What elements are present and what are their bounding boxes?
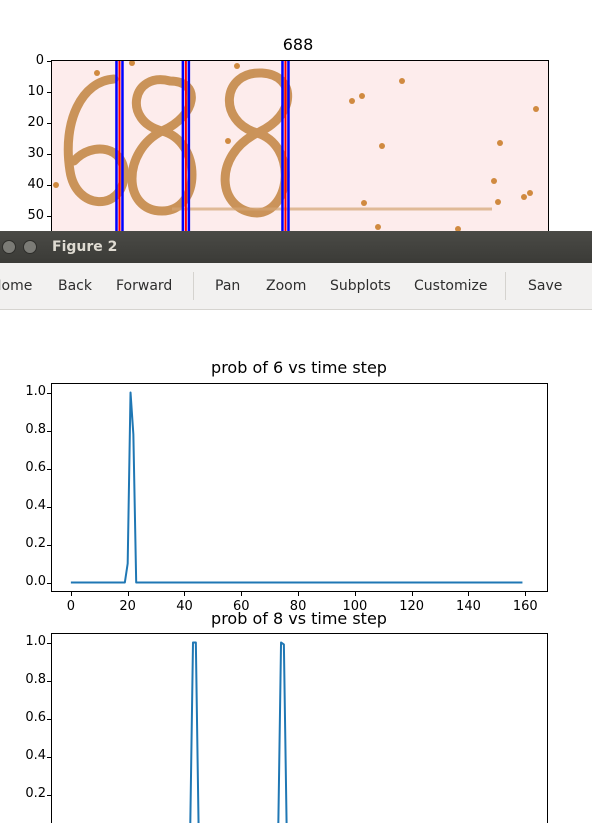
y-tick-label: 0.6 [6, 460, 46, 475]
x-tick-mark [128, 592, 129, 596]
y-tick-label: 0.8 [6, 672, 46, 687]
chart-2-plot [51, 633, 548, 811]
image-ytick: 10 [4, 84, 44, 99]
y-tick-label: 0.2 [6, 536, 46, 551]
x-tick-mark [468, 592, 469, 596]
x-tick-mark [298, 592, 299, 596]
home-button[interactable]: Home [0, 278, 32, 294]
x-tick-mark [241, 592, 242, 596]
chart-2-title: prob of 8 vs time step [0, 609, 592, 628]
x-tick-mark [412, 592, 413, 596]
image-ytick: 0 [4, 53, 44, 68]
y-tick-label: 0.6 [6, 710, 46, 725]
customize-button[interactable]: Customize [414, 278, 488, 294]
x-tick-mark [525, 592, 526, 596]
y-tick-label: 1.0 [6, 384, 46, 399]
forward-button[interactable]: Forward [116, 278, 172, 294]
x-tick-mark [355, 592, 356, 596]
y-tick-label: 0.8 [6, 422, 46, 437]
subplots-button[interactable]: Subplots [330, 278, 391, 294]
toolbar-separator [193, 272, 194, 300]
y-tick-label: 0.0 [6, 574, 46, 589]
chart-1-plot [51, 383, 548, 592]
image-ytick: 40 [4, 177, 44, 192]
image-ytick: 50 [4, 208, 44, 223]
image-ytick: 30 [4, 146, 44, 161]
save-button[interactable]: Save [528, 278, 562, 294]
pan-button[interactable]: Pan [215, 278, 240, 294]
y-tick-label: 0.4 [6, 748, 46, 763]
x-tick-mark [71, 592, 72, 596]
y-tick-label: 0.2 [6, 786, 46, 801]
window-maximize-icon[interactable] [23, 240, 37, 254]
chart-1-title: prob of 6 vs time step [0, 358, 592, 377]
x-tick-mark [184, 592, 185, 596]
window-title: Figure 2 [52, 239, 117, 255]
series-line [71, 643, 523, 823]
window-close-icon[interactable] [2, 240, 16, 254]
y-tick-label: 1.0 [6, 634, 46, 649]
digit-image [51, 60, 549, 231]
segment-markers [52, 61, 548, 231]
top-figure: 688 0 10 20 30 40 50 [0, 0, 592, 231]
image-ytick: 20 [4, 115, 44, 130]
y-tick-label: 0.4 [6, 498, 46, 513]
toolbar-separator [505, 272, 506, 300]
series-line [71, 393, 523, 583]
image-title: 688 [0, 35, 592, 54]
back-button[interactable]: Back [58, 278, 92, 294]
zoom-button[interactable]: Zoom [266, 278, 306, 294]
